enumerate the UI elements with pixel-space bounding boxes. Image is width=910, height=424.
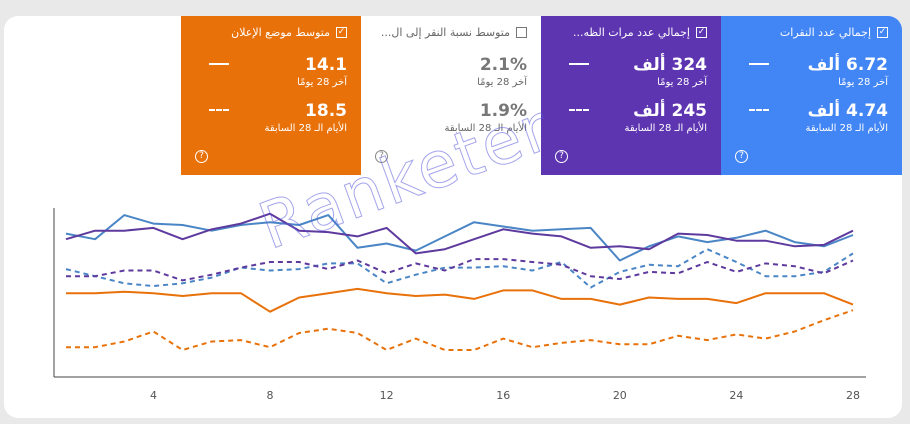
metric-prev-period: الأيام الـ 28 السابقة xyxy=(264,123,347,134)
metric-period: آخر 28 يومًا xyxy=(297,77,347,88)
metric-tile-clicks[interactable]: ✓ إجمالي عدد النقرات 6.72 ألف آخر 28 يوم… xyxy=(721,16,902,175)
metric-prev-value: 1.9% xyxy=(479,101,527,121)
help-circle-icon[interactable]: ? xyxy=(375,150,388,163)
checkbox-icon[interactable] xyxy=(516,27,527,38)
x-tick-label: 8 xyxy=(267,389,274,402)
metric-prev-value: 4.74 ألف xyxy=(807,101,888,121)
x-tick-label: 4 xyxy=(150,389,157,402)
metric-value: 2.1% xyxy=(479,55,527,75)
checkbox-icon[interactable]: ✓ xyxy=(696,27,707,38)
x-tick-label: 16 xyxy=(496,389,510,402)
metric-prev-value: 18.5 xyxy=(305,101,347,121)
checkbox-icon[interactable]: ✓ xyxy=(336,27,347,38)
x-tick-label: 24 xyxy=(729,389,743,402)
metric-value: 14.1 xyxy=(305,55,347,75)
metric-value: 6.72 ألف xyxy=(807,55,888,75)
metric-tile-impressions[interactable]: ✓ إجمالي عدد مرات الظه... 324 ألف آخر 28… xyxy=(541,16,721,175)
series-line-position xyxy=(66,287,854,313)
x-tick-label: 20 xyxy=(613,389,627,402)
metric-prev-period: الأيام الـ 28 السابقة xyxy=(805,123,888,134)
metric-prev-period: الأيام الـ 28 السابقة xyxy=(624,123,707,134)
metric-prev-period: الأيام الـ 28 السابقة xyxy=(444,123,527,134)
x-tick-label: 28 xyxy=(846,389,860,402)
legend-dashed-line xyxy=(209,109,229,111)
metric-label: إجمالي عدد مرات الظه... xyxy=(572,26,690,39)
metric-label: متوسط موضع الإعلان xyxy=(231,26,330,39)
legend-solid-line xyxy=(209,63,229,65)
legend-solid-line xyxy=(569,63,589,65)
metric-value: 324 ألف xyxy=(633,55,707,75)
metric-prev-value: 245 ألف xyxy=(633,101,707,121)
help-circle-icon[interactable]: ? xyxy=(195,150,208,163)
legend-solid-line xyxy=(749,63,769,65)
series-line-position_prev xyxy=(66,309,854,351)
help-circle-icon[interactable]: ? xyxy=(555,150,568,163)
metric-period: آخر 28 يومًا xyxy=(477,77,527,88)
series-line-impressions xyxy=(65,212,854,255)
metric-tile-ctr[interactable]: متوسط نسبة النقر إلى ال... 2.1% آخر 28 ي… xyxy=(361,16,541,175)
metric-label: إجمالي عدد النقرات xyxy=(779,26,871,39)
metric-period: آخر 28 يومًا xyxy=(657,77,707,88)
x-tick-label: 12 xyxy=(380,389,394,402)
series-line-impressions_prev xyxy=(66,258,854,282)
series-line-clicks xyxy=(65,214,854,262)
metric-tile-position[interactable]: ✓ متوسط موضع الإعلان 14.1 آخر 28 يومًا 1… xyxy=(181,16,361,175)
legend-dashed-line xyxy=(749,109,769,111)
metric-label: متوسط نسبة النقر إلى ال... xyxy=(380,26,510,39)
series-line-clicks_prev xyxy=(65,248,854,289)
checkbox-icon[interactable]: ✓ xyxy=(877,27,888,38)
help-circle-icon[interactable]: ? xyxy=(735,150,748,163)
legend-dashed-line xyxy=(569,109,589,111)
metric-period: آخر 28 يومًا xyxy=(838,77,888,88)
